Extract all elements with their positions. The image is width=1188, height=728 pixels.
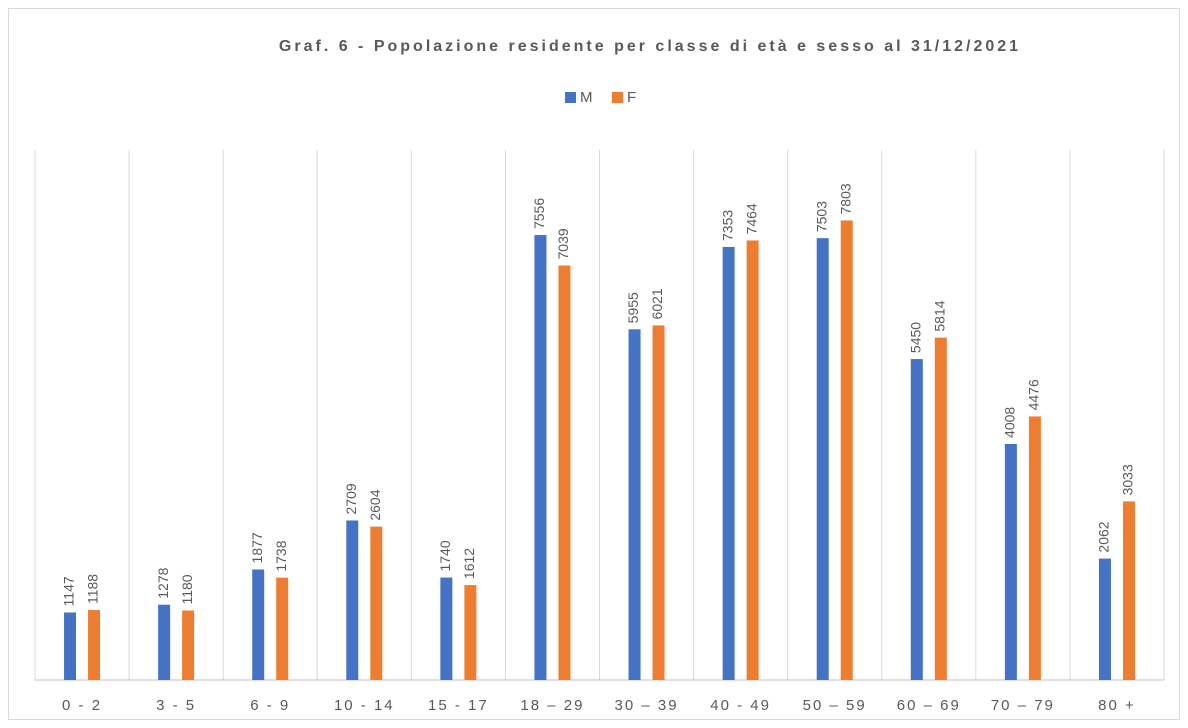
x-tick-label: 3 - 5	[156, 697, 196, 714]
bar	[1098, 558, 1111, 680]
bar	[370, 526, 383, 680]
value-label: 3033	[1120, 464, 1136, 495]
value-label: 7803	[837, 183, 853, 214]
legend-swatch	[565, 92, 576, 103]
value-label: 1147	[61, 576, 77, 606]
bar	[1122, 501, 1135, 680]
bar	[1028, 416, 1041, 680]
value-label: 1180	[179, 574, 195, 604]
bar	[158, 604, 171, 680]
value-label: 2604	[367, 489, 383, 520]
value-label: 7353	[719, 210, 735, 241]
value-label: 4476	[1026, 379, 1042, 410]
value-label: 2709	[343, 483, 359, 514]
value-label: 5814	[931, 300, 947, 331]
bar	[746, 240, 759, 680]
bar	[182, 610, 195, 680]
bar	[628, 329, 641, 680]
bar	[840, 220, 853, 681]
value-label: 4008	[1002, 407, 1018, 438]
bar	[346, 520, 359, 680]
bar	[558, 265, 571, 680]
x-tick-label: 60 – 69	[897, 697, 961, 714]
bar	[88, 610, 101, 680]
x-tick-label: 70 – 79	[991, 697, 1055, 714]
bar	[440, 577, 453, 680]
legend-swatch	[612, 92, 623, 103]
bar	[1004, 443, 1017, 680]
value-label: 5450	[907, 322, 923, 353]
value-label: 5955	[625, 292, 641, 323]
x-tick-label: 6 - 9	[250, 697, 290, 714]
x-tick-label: 40 - 49	[710, 697, 771, 714]
x-tick-label: 50 – 59	[803, 697, 867, 714]
chart-border	[8, 8, 1180, 720]
value-label: 1738	[273, 540, 289, 571]
value-label: 7039	[555, 228, 571, 259]
bar	[534, 235, 547, 680]
x-tick-label: 80 +	[1098, 697, 1136, 714]
value-label: 6021	[649, 288, 665, 319]
bar	[252, 569, 265, 680]
x-tick-label: 15 - 17	[428, 697, 489, 714]
x-tick-label: 30 – 39	[615, 697, 679, 714]
legend-label: M	[580, 89, 593, 106]
legend-label: F	[627, 89, 636, 106]
bar	[64, 612, 77, 680]
bar	[464, 585, 477, 680]
bar	[722, 246, 735, 681]
bar	[652, 325, 665, 680]
bar	[816, 238, 829, 680]
value-label: 1612	[461, 548, 477, 579]
value-label: 1188	[85, 574, 101, 604]
value-label: 1740	[437, 540, 453, 571]
bar	[934, 337, 947, 680]
value-label: 1877	[249, 532, 265, 563]
x-tick-label: 10 - 14	[334, 697, 395, 714]
value-label: 2062	[1096, 521, 1112, 552]
value-label: 7464	[743, 203, 759, 234]
bar	[276, 577, 289, 680]
bar	[910, 359, 923, 680]
x-tick-label: 18 – 29	[520, 697, 584, 714]
value-label: 1278	[155, 567, 171, 598]
value-label: 7556	[531, 198, 547, 229]
value-label: 7503	[813, 201, 829, 232]
chart-title: Graf. 6 - Popolazione residente per clas…	[279, 38, 1021, 55]
x-tick-label: 0 - 2	[62, 697, 102, 714]
